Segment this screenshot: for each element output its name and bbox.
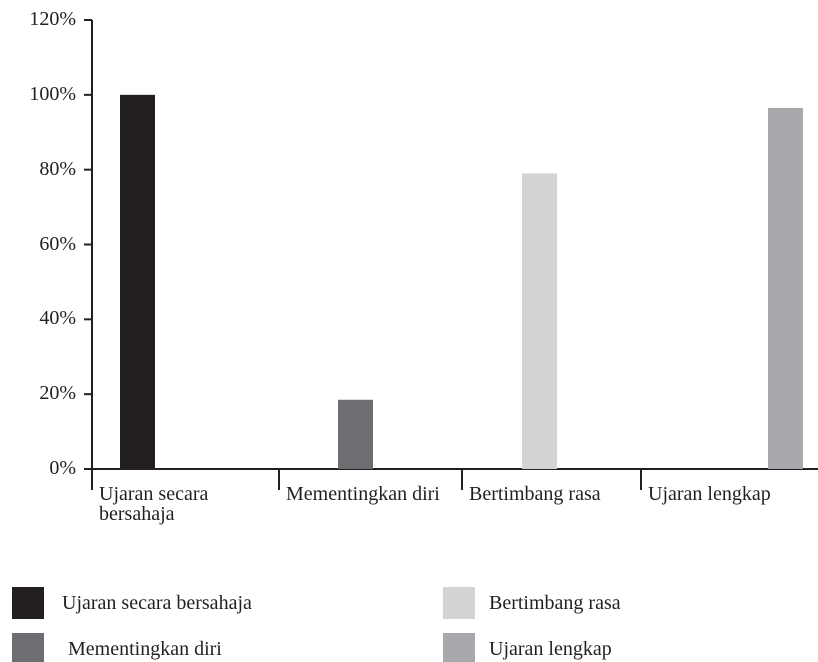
legend-label: Ujaran secara bersahaja	[62, 592, 252, 614]
bar	[120, 94, 155, 469]
y-tick-label: 80%	[39, 157, 76, 180]
y-tick-label: 0%	[49, 457, 76, 479]
bar	[338, 399, 373, 469]
y-tick-label: 100%	[29, 82, 76, 105]
y-tick-label: 20%	[39, 382, 76, 405]
x-tick-label: Bertimbang rasa	[469, 483, 601, 505]
legend-label: Ujaran lengkap	[489, 638, 612, 660]
legend-label: Mementingkan diri	[68, 638, 222, 660]
y-tick-label: 120%	[29, 8, 76, 30]
x-tick-label: Ujaran lengkap	[648, 483, 771, 505]
legend-swatch	[12, 633, 44, 662]
bar	[522, 173, 557, 470]
x-tick-label: Ujaran secara bersahaja	[99, 483, 209, 525]
legend-swatch	[443, 587, 475, 619]
y-tick-label: 40%	[39, 307, 76, 330]
y-tick-label: 60%	[39, 232, 76, 255]
legend-label: Bertimbang rasa	[489, 592, 621, 614]
x-tick-label: Mementingkan diri	[286, 483, 440, 505]
legend-swatch	[443, 633, 475, 662]
legend-swatch	[12, 587, 44, 619]
bar	[768, 107, 803, 469]
